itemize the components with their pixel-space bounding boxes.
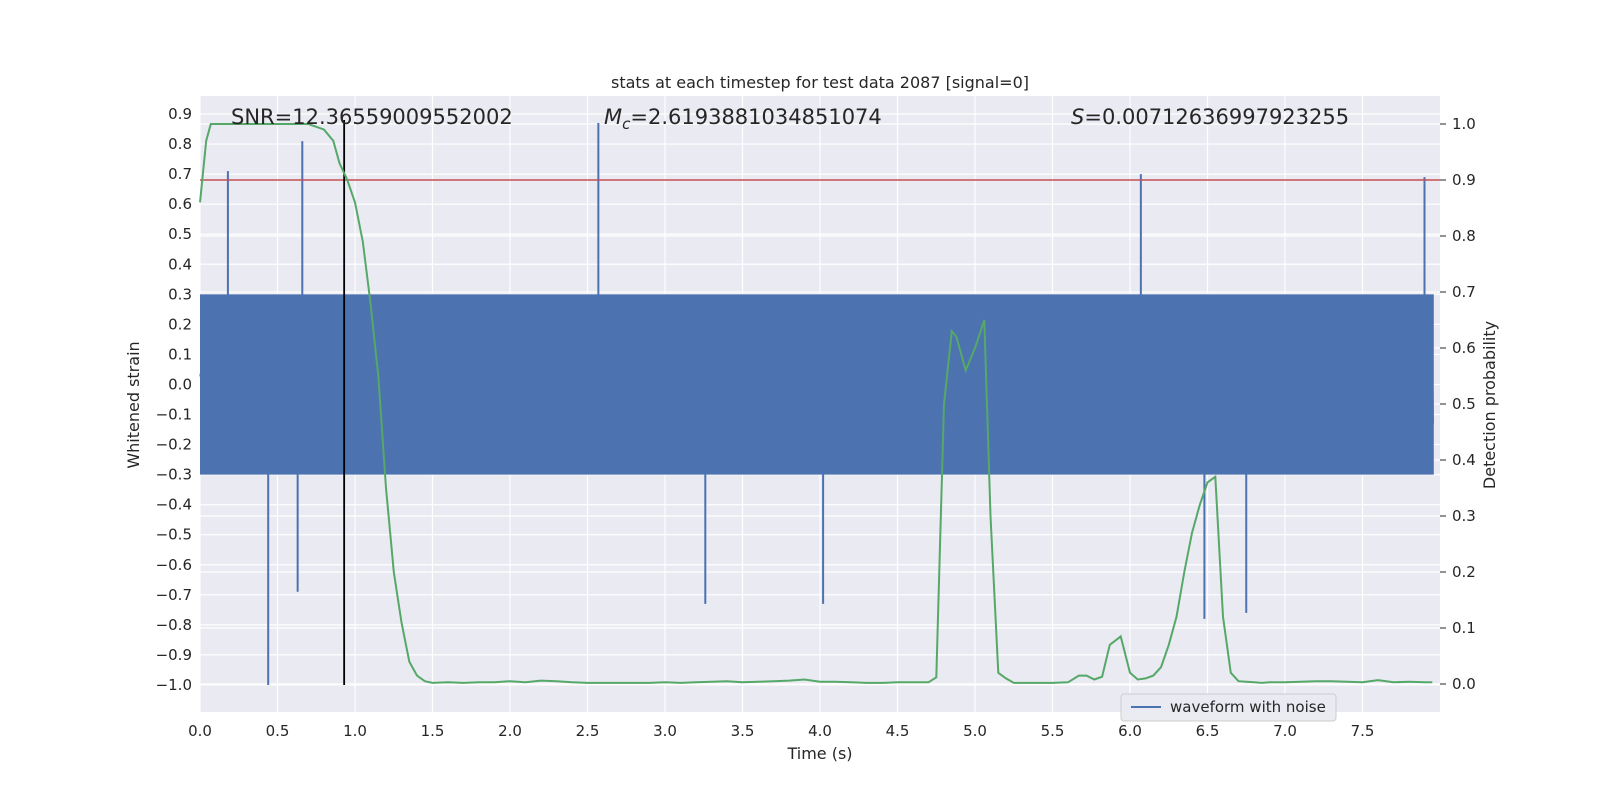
y-right-tick-label: 0.4	[1452, 451, 1476, 469]
x-tick-label: 1.0	[343, 722, 367, 740]
y-left-tick-label: −0.9	[156, 646, 192, 664]
x-tick-label: 0.0	[188, 722, 212, 740]
x-tick-label: 4.0	[808, 722, 832, 740]
y-right-axis-label: Detection probability	[1480, 321, 1499, 489]
x-tick-label: 6.5	[1196, 722, 1220, 740]
y-left-tick-label: 0.1	[168, 345, 192, 363]
chirp-mass-symbol: M	[604, 105, 622, 129]
y-left-tick-label: 0.4	[168, 255, 192, 273]
x-axis-ticks: 0.0 0.5 1.0 1.5 2.0 2.5 3.0 3.5 4.0 4.5 5.0 5.5 6.0 6…	[188, 722, 1374, 740]
y-left-tick-label: 0.3	[168, 285, 192, 303]
y-right-tick-label: 0.8	[1452, 227, 1476, 245]
chart-title: stats at each timestep for test data 208…	[611, 73, 1029, 92]
x-tick-label: 0.5	[266, 722, 290, 740]
y-right-tick-label: 0.1	[1452, 619, 1476, 637]
overlay-lines	[199, 120, 1440, 685]
x-tick-label: 7.0	[1273, 722, 1297, 740]
y-left-tick-label: 0.2	[168, 315, 192, 333]
y-right-axis-ticks: 1.0 0.9 0.8 0.7 0.6 0.5 0.4 0.3 0.2 0.1 0.0	[1440, 115, 1476, 693]
s-value: =0.007126369979232​55	[1084, 105, 1349, 129]
x-tick-label: 6.0	[1118, 722, 1142, 740]
y-left-tick-label: −0.1	[156, 406, 192, 424]
x-tick-label: 2.5	[576, 722, 600, 740]
legend: waveform with noise	[1120, 693, 1337, 722]
x-tick-label: 5.5	[1041, 722, 1065, 740]
y-left-tick-label: 0.8	[168, 135, 192, 153]
y-left-tick-label: 0.0	[168, 375, 192, 393]
y-left-tick-label: −0.8	[156, 616, 192, 634]
y-right-tick-label: 1.0	[1452, 115, 1476, 133]
y-left-tick-label: −0.4	[156, 496, 192, 514]
detection-probability-line	[199, 123, 1433, 684]
legend-label: waveform with noise	[1170, 698, 1326, 716]
x-tick-label: 1.5	[421, 722, 445, 740]
s-symbol: S	[1071, 105, 1084, 129]
legend-box	[1120, 693, 1337, 722]
y-right-tick-label: 0.7	[1452, 283, 1476, 301]
x-tick-label: 7.5	[1351, 722, 1375, 740]
waveform-core-band	[200, 294, 1434, 475]
y-right-tick-label: 0.0	[1452, 675, 1476, 693]
y-right-tick-label: 0.5	[1452, 395, 1476, 413]
y-right-tick-label: 0.3	[1452, 507, 1476, 525]
y-right-tick-label: 0.9	[1452, 171, 1476, 189]
y-right-tick-label: 0.6	[1452, 339, 1476, 357]
y-left-tick-label: 0.9	[168, 105, 192, 123]
chirp-mass-subscript: c	[622, 115, 631, 133]
y-right-tick-label: 0.2	[1452, 563, 1476, 581]
x-tick-label: 2.0	[498, 722, 522, 740]
y-left-axis-ticks: 0.9 0.8 0.7 0.6 0.5 0.4 0.3 0.2 0.1 0.0 −0.1 −0.2 −0…	[156, 105, 192, 694]
x-tick-label: 5.0	[963, 722, 987, 740]
y-left-tick-label: 0.5	[168, 225, 192, 243]
y-left-tick-label: 0.6	[168, 195, 192, 213]
y-left-tick-label: −0.2	[156, 436, 192, 454]
y-left-tick-label: −0.7	[156, 586, 192, 604]
chirp-mass-value: =2.6193881034851074	[630, 105, 881, 129]
x-tick-label: 3.5	[731, 722, 755, 740]
y-left-tick-label: −0.3	[156, 466, 192, 484]
x-axis-label: Time (s)	[786, 744, 852, 763]
y-left-tick-label: −0.6	[156, 556, 192, 574]
chirp-mass-annotation: Mc=2.6193881034851074	[604, 105, 882, 133]
x-tick-label: 3.0	[653, 722, 677, 740]
y-left-tick-label: 0.7	[168, 165, 192, 183]
s-annotation: S=0.007126369979232​55	[1071, 105, 1349, 129]
x-tick-label: 4.5	[886, 722, 910, 740]
y-left-tick-label: −0.5	[156, 526, 192, 544]
y-left-axis-label: Whitened strain	[124, 341, 143, 468]
waveform-series	[199, 123, 1434, 685]
snr-annotation: SNR=12.36559009552002	[231, 105, 513, 129]
y-left-tick-label: −1.0	[156, 676, 192, 694]
